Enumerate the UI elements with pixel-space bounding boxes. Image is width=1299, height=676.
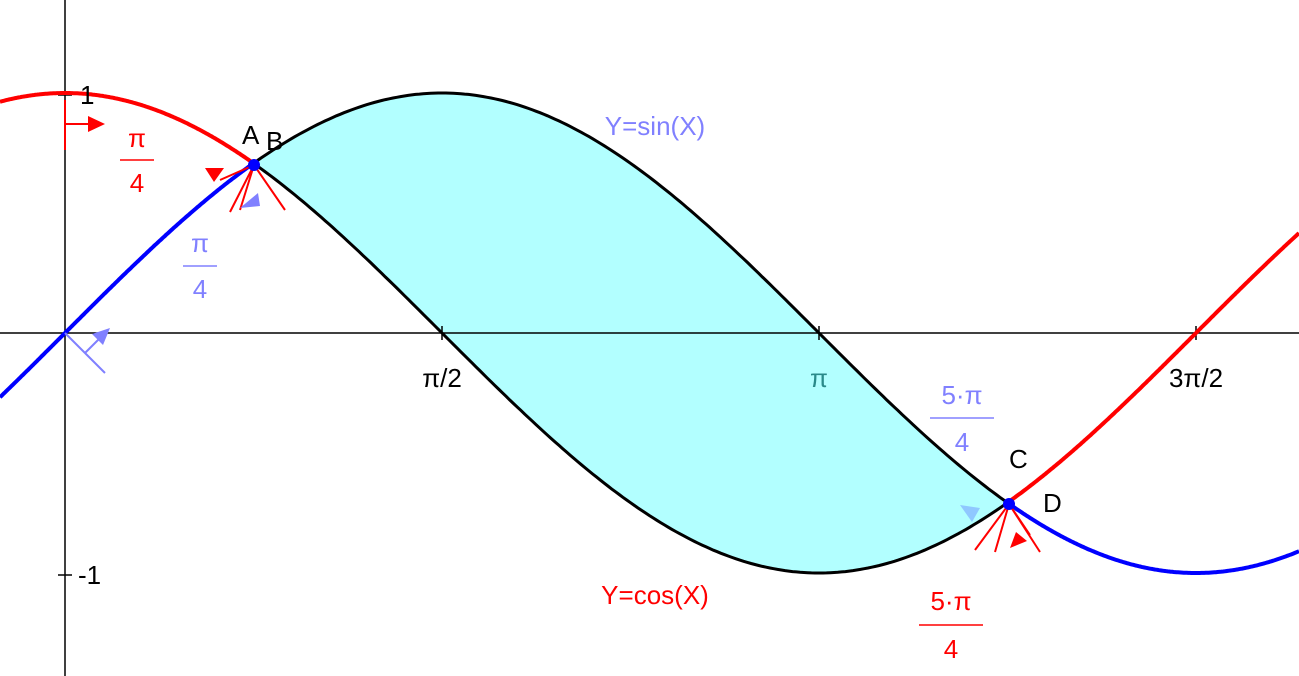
denominator: 4 <box>193 274 207 304</box>
fraction: 5·π 4 <box>919 586 983 664</box>
arrow <box>88 116 105 132</box>
arrow <box>960 505 980 522</box>
point-label: C <box>1009 444 1028 474</box>
arrow <box>1010 532 1027 548</box>
point-label: D <box>1043 488 1062 518</box>
x-tick-label: π/2 <box>422 363 462 393</box>
angle-markers <box>64 100 1041 553</box>
point <box>248 159 260 171</box>
region-edge <box>252 162 1009 575</box>
x-tick-label: 3π/2 <box>1169 363 1223 393</box>
fraction: 5·π 4 <box>930 380 994 457</box>
numerator: 5·π <box>930 586 971 616</box>
point-label: B <box>266 126 283 156</box>
y-tick-label: 1 <box>80 80 94 110</box>
sin-curve <box>0 161 255 399</box>
cos-curve <box>0 91 255 165</box>
arrow <box>240 193 260 208</box>
point-label: A <box>242 120 260 150</box>
region-edge <box>252 91 1009 504</box>
cos-curve <box>1006 231 1299 505</box>
arrow <box>205 168 224 182</box>
denominator: 4 <box>955 427 969 457</box>
y-tick-label: -1 <box>78 560 101 590</box>
point <box>1003 498 1015 510</box>
fraction: π 4 <box>120 123 154 198</box>
numerator: 5·π <box>941 380 982 410</box>
curve-label: Y=sin(X) <box>605 111 705 141</box>
denominator: 4 <box>130 168 144 198</box>
angle-marker <box>974 503 1041 553</box>
angle-marker <box>219 164 286 213</box>
numerator: π <box>191 228 209 258</box>
sin-curve <box>1006 501 1299 575</box>
x-tick-label: π <box>810 363 828 393</box>
angle-marker <box>64 332 106 374</box>
curve-label: Y=cos(X) <box>601 580 709 610</box>
fraction: π 4 <box>183 228 217 304</box>
denominator: 4 <box>944 634 958 664</box>
numerator: π <box>128 123 146 153</box>
arrow <box>92 328 110 345</box>
